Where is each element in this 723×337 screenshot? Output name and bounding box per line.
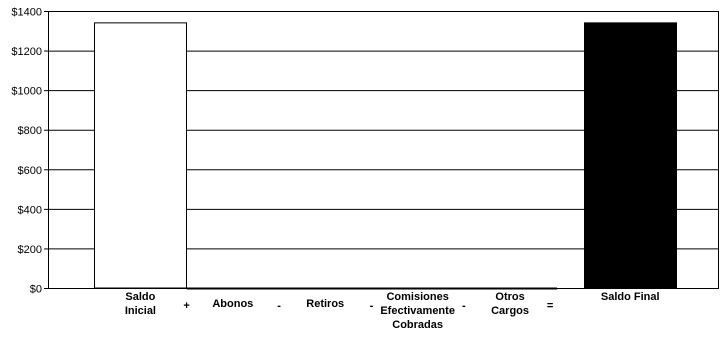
operator-label: - — [277, 300, 281, 312]
x-category-label: Retiros — [306, 298, 344, 310]
x-category-label: Otros — [495, 291, 524, 303]
x-category-label: Inicial — [125, 305, 156, 317]
y-tick-label: $400 — [18, 204, 42, 216]
operator-label: - — [462, 300, 466, 312]
y-tick-label: $1400 — [11, 7, 42, 19]
y-tick-label: $1000 — [11, 86, 42, 98]
x-category-label: Cargos — [491, 305, 529, 317]
plot-frame — [48, 11, 719, 289]
x-category-labels: Saldo Inicial Abonos Retiros Comisiones Efect… — [125, 291, 660, 331]
x-category-label: Saldo Final — [601, 291, 660, 303]
y-tick-label: $200 — [18, 244, 42, 256]
x-category-label: Cobradas — [392, 319, 443, 331]
bar — [584, 22, 677, 289]
y-tick-label: $800 — [18, 125, 42, 137]
operator-labels: + - - - = — [183, 300, 553, 312]
x-category-label: Saldo — [125, 291, 155, 303]
operator-label: + — [183, 300, 189, 312]
y-tick-labels: $0 $200 $400 $600 $800 $1000 $1200 $1400 — [11, 7, 42, 296]
operator-label: - — [370, 300, 374, 312]
y-tick-label: $1200 — [11, 46, 42, 58]
x-category-label: Efectivamente — [380, 305, 455, 317]
y-tick-label: $0 — [30, 284, 42, 296]
x-category-label: Abonos — [212, 298, 253, 310]
x-category-label: Comisiones — [386, 291, 448, 303]
axes — [44, 11, 719, 289]
bar — [94, 22, 187, 289]
y-tick-label: $600 — [18, 165, 42, 177]
operator-label: = — [547, 300, 553, 312]
